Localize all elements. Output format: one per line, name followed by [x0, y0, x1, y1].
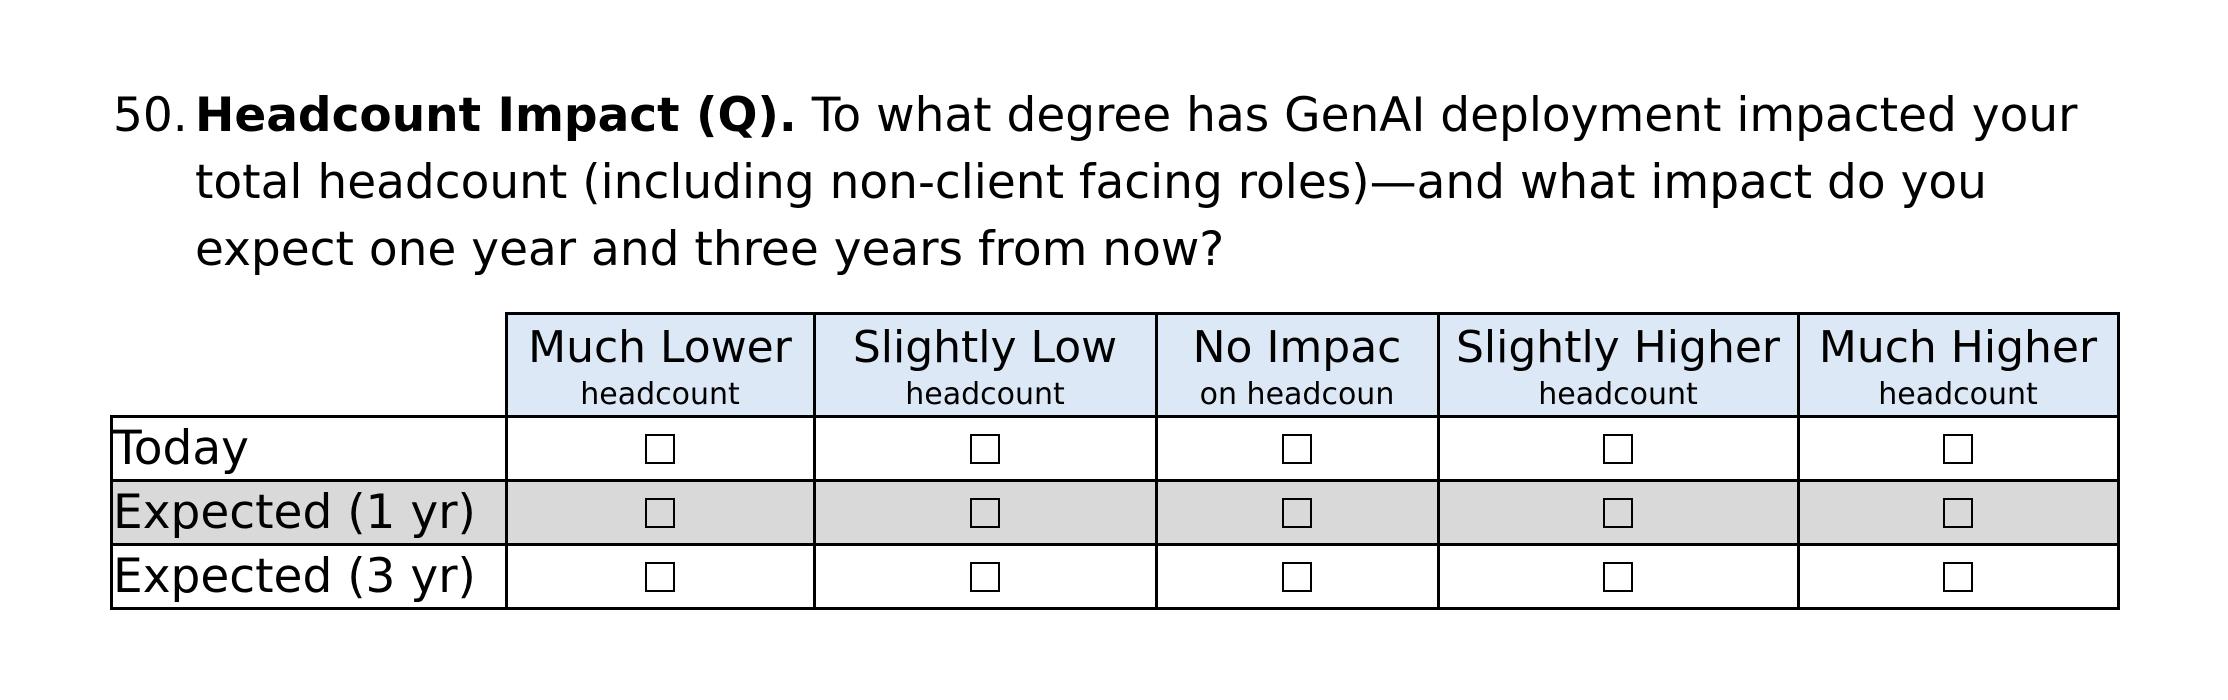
- column-header-main: Much Lower: [528, 322, 792, 373]
- column-header-sub: headcount: [580, 377, 740, 412]
- column-header-much-lower: Much Lower headcount: [504, 312, 816, 418]
- grid-cell: [504, 479, 816, 546]
- grid-cell: [1436, 415, 1800, 482]
- grid-cell: [1154, 479, 1440, 546]
- column-header-sub: headcount: [1538, 377, 1698, 412]
- column-header-no-impact: No Impac on headcoun: [1154, 312, 1440, 418]
- checkbox-3yr-no-impact[interactable]: [1282, 561, 1312, 592]
- row-today: Today: [110, 415, 2120, 482]
- grid-cell: [504, 543, 816, 610]
- question-body: To what degree has GenAI deployment impa…: [195, 88, 2078, 277]
- column-header-sub: headcount: [1878, 377, 2038, 412]
- checkbox-1yr-slightly-higher[interactable]: [1603, 497, 1633, 528]
- checkbox-3yr-much-higher[interactable]: [1943, 561, 1973, 592]
- grid-cell: [1796, 543, 2120, 610]
- question-number: 50.: [113, 88, 188, 143]
- grid-cell: [504, 415, 816, 482]
- column-header-sub: headcount: [905, 377, 1065, 412]
- checkbox-3yr-much-lower[interactable]: [645, 561, 675, 592]
- column-header-sub: on headcoun: [1199, 377, 1395, 412]
- row-label: Today: [110, 415, 508, 482]
- grid-cell: [1436, 479, 1800, 546]
- grid-cell: [812, 415, 1158, 482]
- checkbox-3yr-slightly-low[interactable]: [970, 561, 1000, 592]
- grid-cell: [1154, 415, 1440, 482]
- row-expected-3yr: Expected (3 yr): [110, 543, 2120, 610]
- question-text-block: Headcount Impact (Q). To what degree has…: [195, 82, 2133, 283]
- row-label: Expected (1 yr): [110, 479, 508, 546]
- column-header-main: No Impac: [1192, 322, 1402, 373]
- checkbox-today-slightly-low[interactable]: [970, 433, 1000, 464]
- column-header-slightly-low: Slightly Low headcount: [812, 312, 1158, 418]
- grid-cell: [1436, 543, 1800, 610]
- checkbox-3yr-slightly-higher[interactable]: [1603, 561, 1633, 592]
- row-label: Expected (3 yr): [110, 543, 508, 610]
- checkbox-today-slightly-higher[interactable]: [1603, 433, 1633, 464]
- grid-cell: [1796, 415, 2120, 482]
- corner-cell: [112, 314, 507, 417]
- checkbox-1yr-much-lower[interactable]: [645, 497, 675, 528]
- column-header-much-higher: Much Higher headcount: [1796, 312, 2120, 418]
- grid-cell: [1154, 543, 1440, 610]
- checkbox-today-much-lower[interactable]: [645, 433, 675, 464]
- checkbox-today-much-higher[interactable]: [1943, 433, 1973, 464]
- column-header-main: Much Higher: [1818, 322, 2098, 373]
- question-title: Headcount Impact (Q).: [195, 88, 797, 143]
- checkbox-1yr-no-impact[interactable]: [1282, 497, 1312, 528]
- checkbox-1yr-slightly-low[interactable]: [970, 497, 1000, 528]
- column-header-slightly-higher: Slightly Higher headcount: [1436, 312, 1800, 418]
- grid-cell: [812, 543, 1158, 610]
- checkbox-1yr-much-higher[interactable]: [1943, 497, 1973, 528]
- grid-cell: [812, 479, 1158, 546]
- header-row: Much Lower headcount Slightly Low headco…: [112, 312, 2120, 418]
- row-expected-1yr: Expected (1 yr): [110, 479, 2120, 546]
- question-block: 50. Headcount Impact (Q). To what degree…: [113, 82, 2133, 283]
- column-header-main: Slightly Low: [852, 322, 1118, 373]
- response-grid: Much Lower headcount Slightly Low headco…: [110, 312, 2120, 610]
- column-header-main: Slightly Higher: [1456, 322, 1780, 373]
- checkbox-today-no-impact[interactable]: [1282, 433, 1312, 464]
- grid-cell: [1796, 479, 2120, 546]
